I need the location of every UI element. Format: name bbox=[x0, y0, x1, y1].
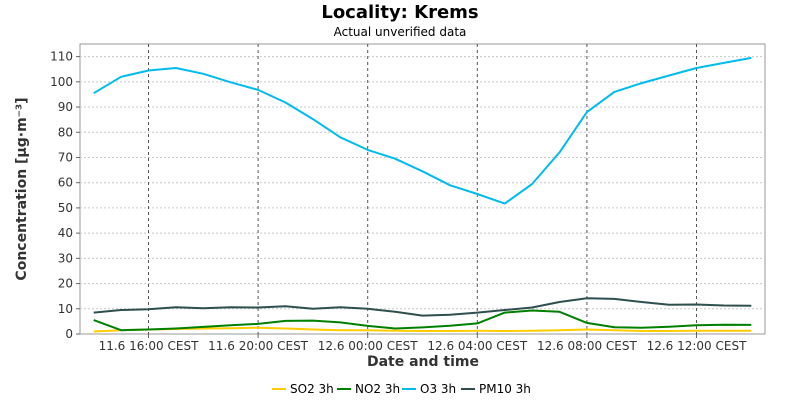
x-tick-label: 12.6 04:00 CEST bbox=[427, 339, 528, 353]
x-tick-label: 12.6 08:00 CEST bbox=[537, 339, 638, 353]
chart-subtitle: Actual unverified data bbox=[334, 25, 467, 39]
y-tick-label: 100 bbox=[50, 75, 73, 89]
legend: SO2 3h NO2 3h O3 3h PM10 3h bbox=[272, 382, 531, 396]
x-tick-label: 11.6 20:00 CEST bbox=[208, 339, 309, 353]
y-tick-label: 20 bbox=[58, 277, 73, 291]
y-tick-label: 50 bbox=[58, 201, 73, 215]
y-axis: 0 10 20 30 40 50 60 70 80 90 100 110 bbox=[50, 50, 80, 341]
legend-label: SO2 3h bbox=[290, 382, 334, 396]
x-tick-label: 12.6 12:00 CEST bbox=[647, 339, 748, 353]
chart-title: Locality: Krems bbox=[321, 2, 478, 23]
x-axis: 11.6 16:00 CEST 11.6 20:00 CEST 12.6 00:00… bbox=[99, 334, 748, 353]
series-line-o3 bbox=[93, 56, 752, 205]
y-tick-label: 40 bbox=[58, 226, 73, 240]
series-lines bbox=[93, 56, 752, 333]
y-axis-label: Concentration [µg·m⁻³] bbox=[14, 97, 30, 280]
y-tick-label: 30 bbox=[58, 251, 73, 265]
y-tick-label: 10 bbox=[58, 302, 73, 316]
grid-lines bbox=[80, 44, 765, 334]
x-axis-label: Date and time bbox=[367, 354, 479, 370]
legend-label: O3 3h bbox=[420, 382, 456, 396]
y-tick-label: 90 bbox=[58, 100, 73, 114]
series-line-pm10 bbox=[93, 297, 752, 317]
y-tick-label: 80 bbox=[58, 125, 73, 139]
x-tick-label: 11.6 16:00 CEST bbox=[99, 339, 200, 353]
plot-area bbox=[79, 43, 766, 335]
series-line-no2 bbox=[93, 309, 752, 332]
x-tick-label: 12.6 00:00 CEST bbox=[318, 339, 419, 353]
y-tick-label: 110 bbox=[50, 50, 73, 64]
y-tick-label: 60 bbox=[58, 176, 73, 190]
legend-label: NO2 3h bbox=[355, 382, 400, 396]
series-line-so2 bbox=[93, 326, 752, 333]
y-tick-label: 70 bbox=[58, 150, 73, 164]
legend-label: PM10 3h bbox=[479, 382, 531, 396]
y-tick-label: 0 bbox=[65, 327, 73, 341]
